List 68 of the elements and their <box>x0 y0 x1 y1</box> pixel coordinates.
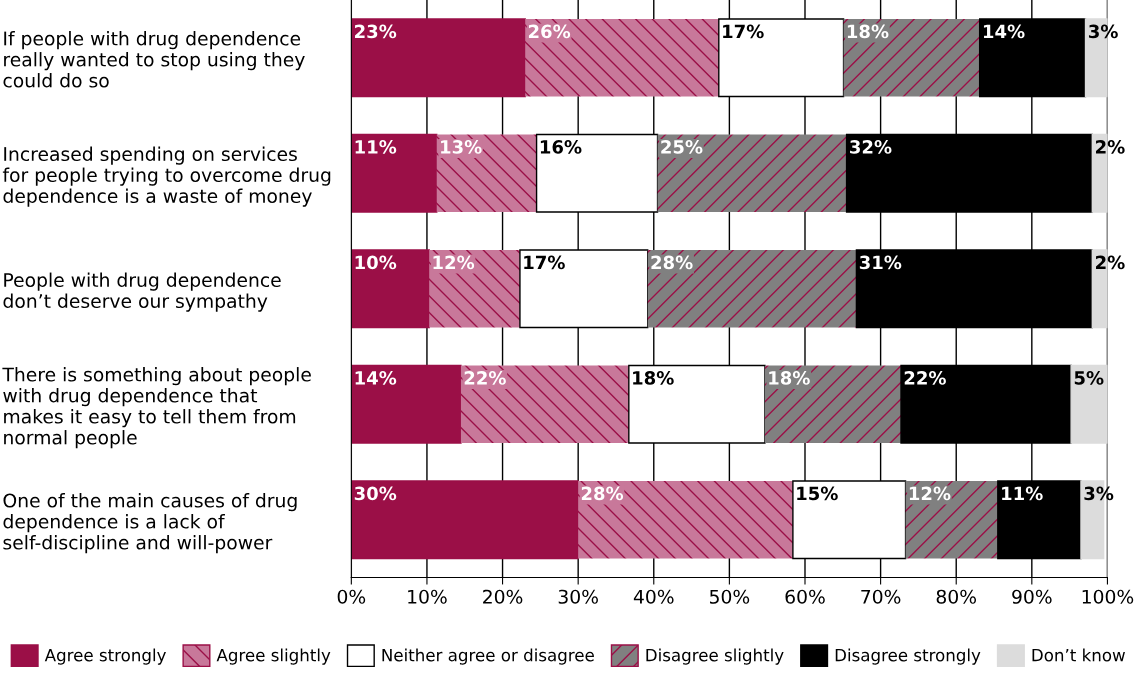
bar <box>436 134 537 212</box>
bar <box>460 365 629 443</box>
data-label: 12% <box>909 486 951 501</box>
data-label: 10% <box>355 255 397 270</box>
bar <box>647 250 857 328</box>
data-label: 2% <box>1096 140 1125 154</box>
data-label: 14% <box>355 371 397 385</box>
bar <box>843 19 980 97</box>
x-tick-label: 40% <box>633 589 674 604</box>
data-label: 18% <box>769 371 810 385</box>
data-label: 15% <box>797 486 838 501</box>
x-tick-label: 80% <box>936 589 977 604</box>
y-tick-label: People with drug dependence don’t deserve our sympathy <box>3 272 281 312</box>
data-label: 14% <box>983 24 1025 39</box>
legend-label: Don’t know <box>1032 648 1125 662</box>
data-label: 25% <box>661 140 703 154</box>
data-label: 28% <box>581 486 624 501</box>
y-tick-label: Increased spending on services for people trying to overcome drug dependence is a waste of money <box>2 146 331 207</box>
bar <box>351 480 579 560</box>
bar <box>657 134 847 212</box>
data-label: 13% <box>441 140 482 154</box>
data-label: 17% <box>723 24 764 39</box>
x-tick-label: 20% <box>483 589 523 604</box>
y-tick-label: There is something about people with drug dependence that makes it easy to tell them from normal people <box>2 367 311 449</box>
data-label: 11% <box>1002 486 1043 501</box>
bar <box>351 133 438 213</box>
data-label: 22% <box>464 371 506 385</box>
legend-label: Agree strongly <box>44 648 166 665</box>
legend-label: Agree slightly <box>216 648 331 665</box>
data-label: 23% <box>355 24 397 39</box>
data-label: 26% <box>528 24 571 39</box>
data-label: 18% <box>847 24 889 39</box>
y-tick-label: One of the main causes of drug dependence is a lack of self-discipline and will-power <box>3 493 297 554</box>
data-label: 28% <box>651 255 693 270</box>
bar <box>578 481 793 559</box>
bar <box>429 250 520 328</box>
bar <box>525 19 719 97</box>
data-label: 22% <box>904 371 946 385</box>
legend-label: Neither agree or disagree <box>382 648 594 665</box>
x-tick-label: 70% <box>861 589 901 604</box>
x-tick-label: 90% <box>1012 589 1052 604</box>
data-label: 2% <box>1096 255 1125 270</box>
data-label: 5% <box>1074 371 1104 385</box>
x-tick-label: 30% <box>558 589 598 604</box>
bar <box>1070 364 1108 444</box>
bar <box>351 364 462 444</box>
bar <box>351 18 526 98</box>
data-label: 3% <box>1088 24 1118 39</box>
data-label: 12% <box>433 255 475 270</box>
data-label: 11% <box>355 140 397 154</box>
data-label: 30% <box>354 486 397 501</box>
data-label: 18% <box>633 371 674 385</box>
bar <box>905 481 998 559</box>
x-tick-label: 0% <box>337 589 366 604</box>
data-label: 17% <box>524 255 565 270</box>
legend-label: Disagree strongly <box>835 648 981 665</box>
y-tick-label: If people with drug dependence really wanted to stop using they could do so <box>3 31 305 88</box>
x-tick-label: 60% <box>785 589 825 604</box>
x-tick-label: 100% <box>1082 589 1134 604</box>
data-label: 16% <box>540 140 582 154</box>
data-label: 32% <box>850 140 892 154</box>
x-tick-label: 50% <box>710 589 750 604</box>
data-label: 31% <box>859 255 902 270</box>
legend-label: Disagree slightly <box>646 648 784 665</box>
x-tick-label: 10% <box>408 589 447 604</box>
bar <box>764 365 902 443</box>
data-label: 3% <box>1084 486 1114 501</box>
bar <box>351 249 430 329</box>
